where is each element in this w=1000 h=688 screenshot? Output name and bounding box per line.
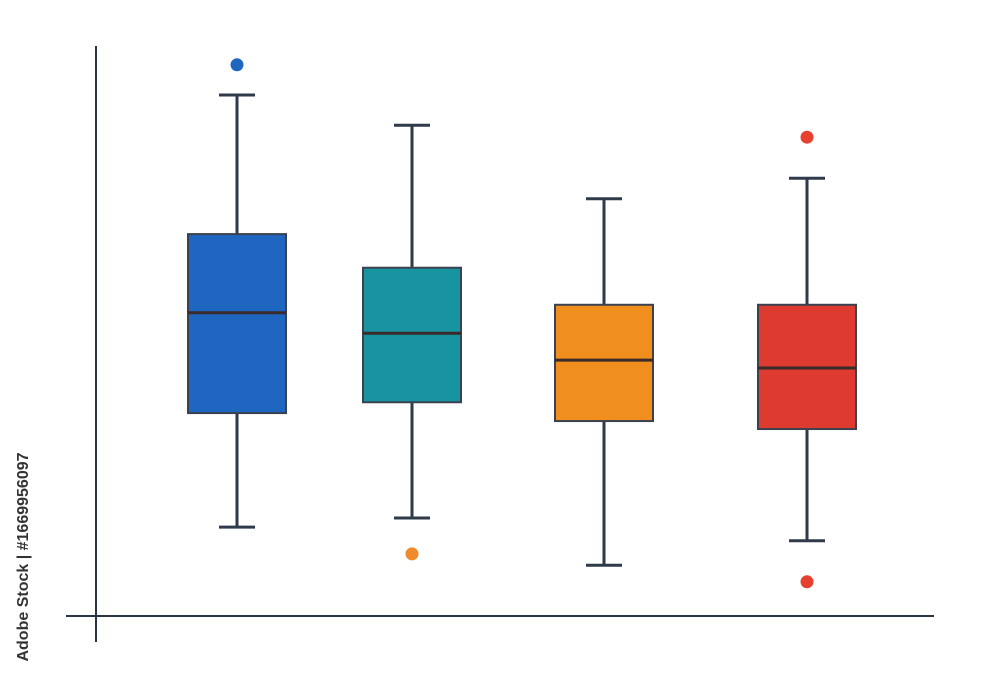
box — [554, 303, 654, 423]
outlier — [230, 58, 244, 72]
box — [362, 266, 462, 404]
box — [187, 233, 287, 415]
outlier — [405, 547, 419, 561]
outlier — [800, 575, 814, 589]
watermark: Adobe Stock | #1669956097 — [15, 452, 32, 661]
outlier — [800, 130, 814, 144]
